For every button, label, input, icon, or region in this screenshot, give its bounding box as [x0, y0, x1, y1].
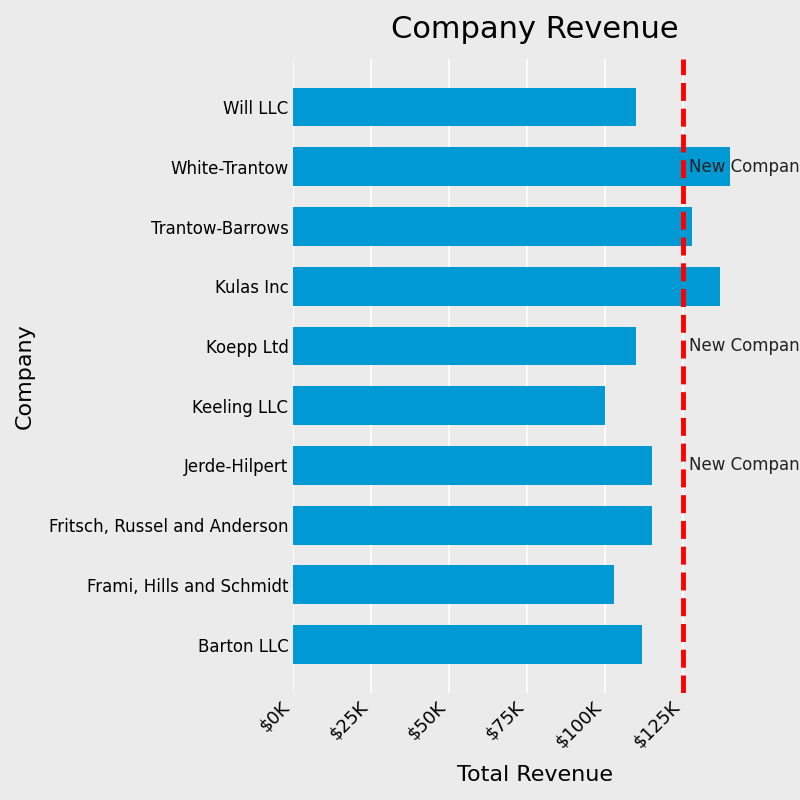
X-axis label: Total Revenue: Total Revenue — [457, 765, 613, 785]
Bar — [294, 326, 636, 366]
Text: New Company: New Company — [690, 337, 800, 355]
Title: Company Revenue: Company Revenue — [391, 15, 678, 44]
Bar — [294, 566, 614, 604]
Y-axis label: Company: Company — [15, 323, 35, 429]
Bar — [294, 625, 642, 664]
Text: New Company: New Company — [690, 158, 800, 176]
Bar — [294, 88, 636, 126]
Bar — [294, 386, 605, 425]
Bar — [294, 506, 652, 545]
Text: New Company: New Company — [690, 456, 800, 474]
Bar — [294, 446, 652, 485]
Bar — [294, 267, 720, 306]
Bar — [294, 147, 730, 186]
Bar — [294, 207, 692, 246]
